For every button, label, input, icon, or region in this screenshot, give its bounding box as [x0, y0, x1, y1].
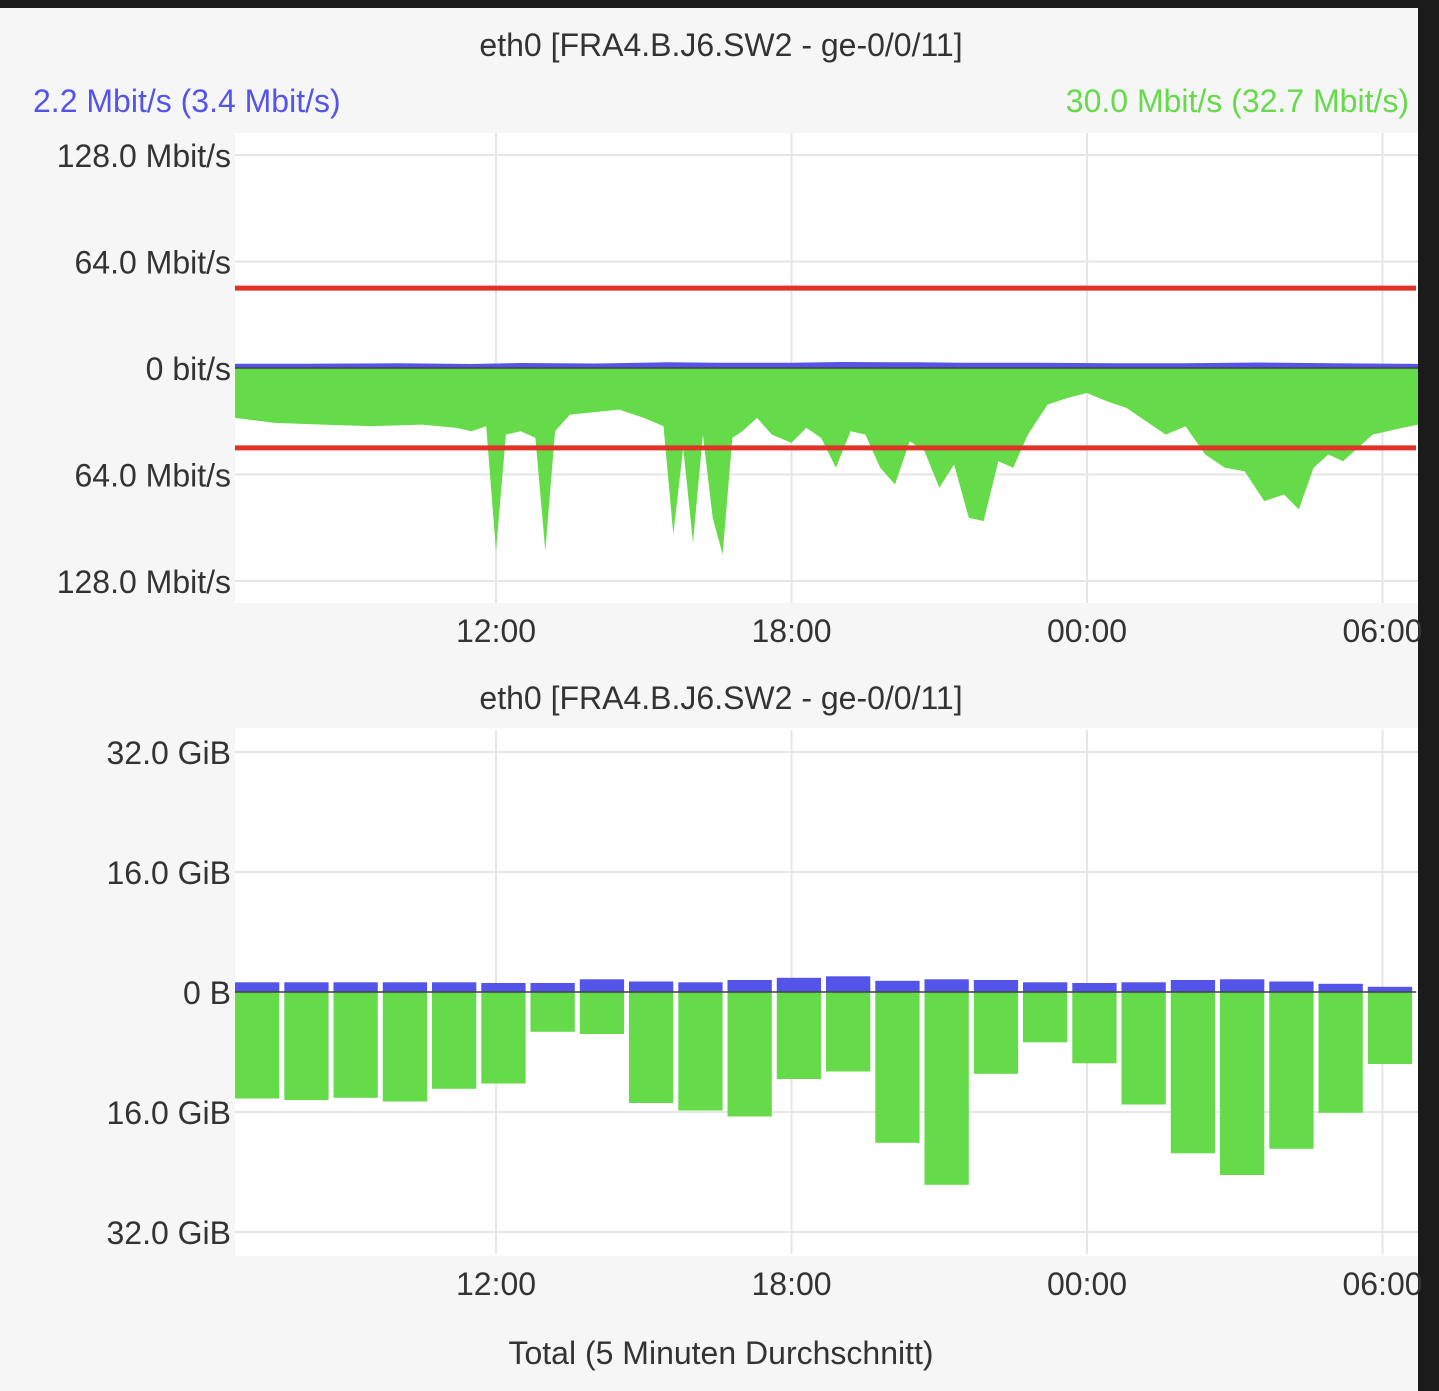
outbound-volume-bar	[530, 992, 575, 1032]
volume-chart-footer: Total (5 Minuten Durchschnitt)	[508, 1335, 933, 1371]
outbound-volume-bar	[432, 992, 477, 1089]
y-tick-label: 128.0 Mbit/s	[57, 138, 231, 174]
inbound-volume-bar	[481, 983, 526, 992]
inbound-volume-bar	[875, 980, 920, 993]
inbound-volume-bar	[333, 982, 378, 993]
y-tick-label: 32.0 GiB	[106, 1215, 231, 1251]
volume-chart: eth0 [FRA4.B.J6.SW2 - ge-0/0/11] 32.0 Gi…	[106, 680, 1422, 1371]
y-tick-label: 16.0 GiB	[106, 1095, 231, 1131]
x-tick-label: 18:00	[751, 1266, 831, 1302]
inbound-volume-bar	[1367, 986, 1413, 993]
inbound-volume-bar	[579, 979, 625, 993]
inbound-volume-bar	[432, 982, 477, 993]
x-tick-label: 00:00	[1047, 613, 1127, 649]
outbound-volume-bar	[1269, 992, 1314, 1149]
outbound-volume-bar	[579, 992, 625, 1034]
traffic-chart: eth0 [FRA4.B.J6.SW2 - ge-0/0/11] 2.2 Mbi…	[33, 27, 1423, 649]
scrollbar-track[interactable]	[1418, 8, 1439, 1391]
outbound-volume-bar	[333, 992, 378, 1098]
x-tick-label: 12:00	[456, 613, 536, 649]
inbound-traffic-area	[235, 362, 1418, 368]
x-tick-label: 06:00	[1343, 613, 1423, 649]
outbound-volume-bar	[629, 992, 674, 1103]
outbound-volume-bar	[826, 992, 871, 1072]
inbound-volume-bar	[629, 981, 674, 992]
inbound-volume-bar	[678, 982, 723, 993]
inbound-volume-bar	[776, 977, 822, 993]
y-tick-label: 0 bit/s	[146, 351, 231, 387]
y-tick-label: 0 B	[183, 975, 231, 1011]
x-tick-label: 18:00	[751, 613, 831, 649]
traffic-chart-title: eth0 [FRA4.B.J6.SW2 - ge-0/0/11]	[479, 27, 962, 63]
outbound-volume-bar	[924, 992, 969, 1185]
inbound-volume-bar	[1318, 983, 1363, 993]
outbound-volume-bar	[481, 992, 526, 1084]
inbound-volume-bar	[235, 982, 280, 993]
inbound-rate-summary: 2.2 Mbit/s (3.4 Mbit/s)	[33, 83, 341, 119]
outbound-volume-bar	[875, 992, 920, 1143]
y-tick-label: 64.0 Mbit/s	[74, 458, 231, 494]
inbound-volume-bar	[1220, 979, 1265, 993]
outbound-volume-bar	[973, 992, 1019, 1074]
inbound-volume-bar	[973, 980, 1019, 992]
y-tick-label: 64.0 Mbit/s	[74, 245, 231, 281]
inbound-volume-bar	[284, 982, 329, 993]
inbound-volume-bar	[382, 982, 428, 993]
outbound-volume-bar	[1318, 992, 1363, 1113]
inbound-volume-bar	[1023, 982, 1068, 993]
outbound-volume-bar	[1023, 992, 1068, 1043]
outbound-volume-bar	[1170, 992, 1216, 1154]
outbound-volume-bar	[727, 992, 772, 1117]
x-tick-label: 00:00	[1047, 1266, 1127, 1302]
x-tick-label: 06:00	[1343, 1266, 1423, 1302]
inbound-volume-bar	[1121, 982, 1166, 993]
outbound-volume-bar	[1072, 992, 1117, 1064]
inbound-volume-bar	[727, 980, 772, 992]
outbound-traffic-area	[235, 368, 1418, 555]
inbound-volume-bar	[1170, 980, 1216, 992]
outbound-volume-bar	[1121, 992, 1166, 1105]
inbound-volume-bar	[1269, 981, 1314, 992]
y-tick-label: 128.0 Mbit/s	[57, 564, 231, 600]
inbound-volume-bar	[826, 976, 871, 993]
outbound-rate-summary: 30.0 Mbit/s (32.7 Mbit/s)	[1066, 83, 1409, 119]
outbound-volume-bar	[235, 992, 280, 1099]
inbound-volume-bar	[530, 983, 575, 992]
y-tick-label: 16.0 GiB	[106, 855, 231, 891]
outbound-volume-bar	[776, 992, 822, 1079]
x-tick-label: 12:00	[456, 1266, 536, 1302]
inbound-volume-bar	[924, 979, 969, 993]
outbound-volume-bar	[382, 992, 428, 1102]
inbound-volume-bar	[1072, 983, 1117, 992]
outbound-volume-bar	[1220, 992, 1265, 1175]
y-tick-label: 32.0 GiB	[106, 735, 231, 771]
outbound-volume-bar	[1367, 992, 1413, 1064]
volume-chart-title: eth0 [FRA4.B.J6.SW2 - ge-0/0/11]	[479, 680, 962, 716]
outbound-volume-bar	[284, 992, 329, 1100]
outbound-volume-bar	[678, 992, 723, 1111]
